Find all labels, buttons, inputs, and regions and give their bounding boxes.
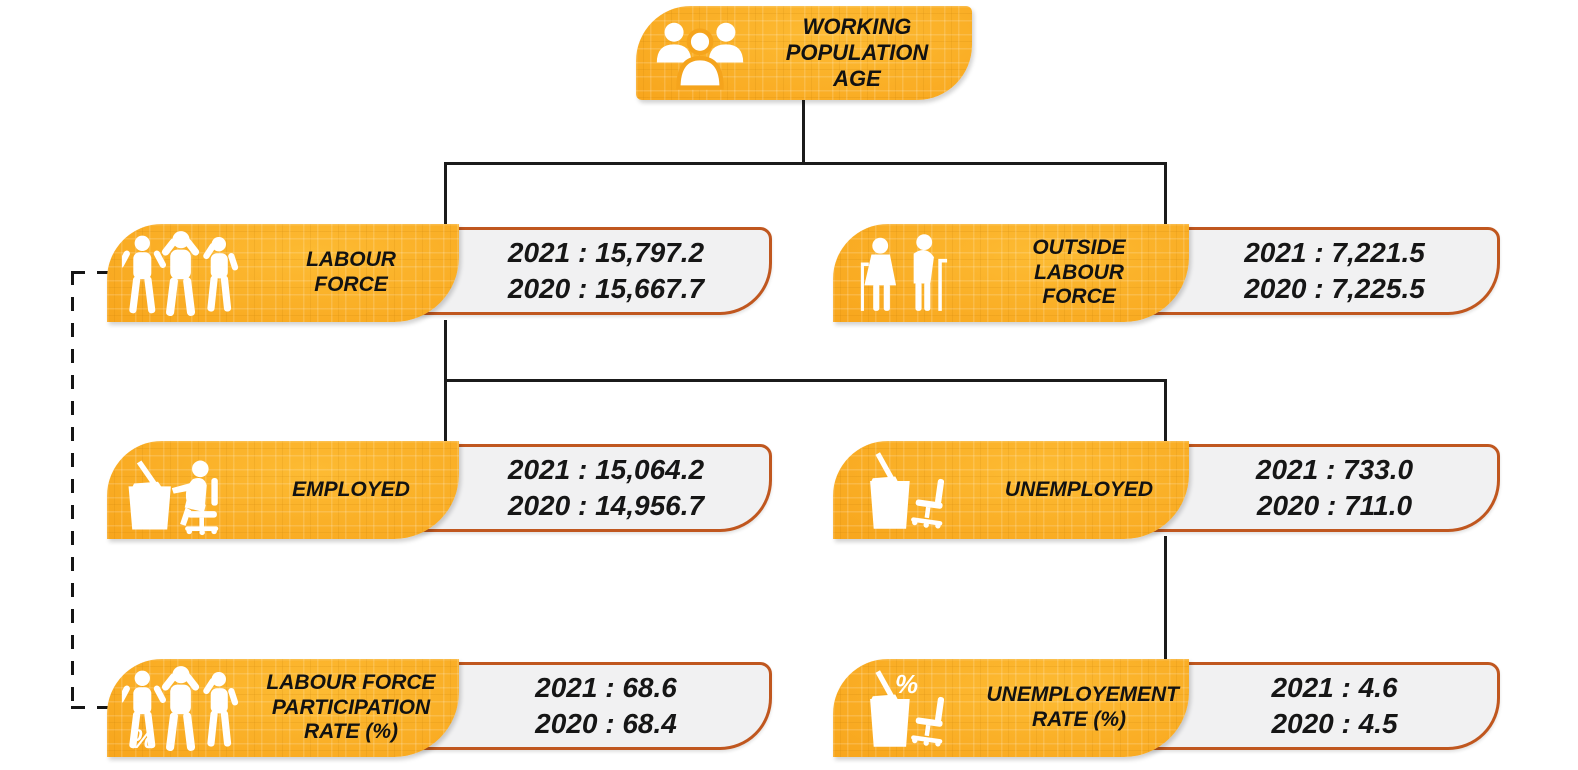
value-2021: 2021 : 4.6 [1271, 671, 1398, 703]
people-standing-icon [107, 228, 255, 318]
node-working-population-age: WORKING POPULATION AGE [636, 6, 972, 100]
value-2021: 2021 : 733.0 [1255, 453, 1414, 485]
label-badge: LABOUR FORCE [107, 224, 459, 322]
value-2020: 2020 : 711.0 [1256, 490, 1413, 521]
value-2021: 2021 : 15,064.2 [507, 453, 705, 485]
node-unemployed: 2021 : 733.0 2020 : 711.0 [833, 441, 1500, 539]
dashed-connector-top [71, 271, 113, 274]
node-label: UNEMPLOYED [1004, 477, 1154, 501]
value-2020: 2020 : 4.5 [1271, 708, 1398, 739]
person-at-desk-icon [107, 444, 255, 536]
node-label: LABOUR FORCE PARTICIPATION RATE (%) [266, 670, 436, 744]
value-2021: 2021 : 68.6 [535, 671, 677, 703]
connector-level2-right-drop [1164, 379, 1167, 443]
label-badge: % [107, 659, 459, 757]
connector-level1-bar [444, 162, 1167, 165]
node-label: UNEMPLOYEMENT RATE (%) [986, 683, 1180, 731]
value-2021: 2021 : 15,797.2 [507, 236, 705, 268]
node-unemployment-rate: 2021 : 4.6 2020 : 4.5 % [833, 659, 1500, 757]
empty-desk-icon [833, 663, 981, 753]
dashed-connector-bottom [71, 706, 116, 709]
people-group-icon [636, 15, 764, 91]
node-label: WORKING POPULATION AGE [785, 14, 929, 91]
connector-level1-right-drop [1164, 162, 1167, 226]
connector-level1-left-drop [444, 162, 447, 226]
node-outside-labour-force: 2021 : 7,221.5 2020 : 7,225.5 [833, 224, 1500, 322]
node-labour-force: 2021 : 15,797.2 2020 : 15,667.7 [107, 224, 772, 322]
node-label: OUTSIDE LABOUR FORCE [1032, 235, 1126, 309]
node-label: LABOUR FORCE [306, 248, 396, 296]
label-badge: UNEMPLOYED [833, 441, 1189, 539]
connector-labourforce-drop [444, 320, 447, 382]
connector-unemployed-drop [1164, 536, 1167, 661]
node-employed: 2021 : 15,064.2 2020 : 14,956.7 [107, 441, 772, 539]
value-2020: 2020 : 68.4 [535, 708, 677, 739]
connector-level2-bar [444, 379, 1167, 382]
connector-root-drop [802, 98, 805, 165]
value-2021: 2021 : 7,221.5 [1244, 236, 1425, 268]
label-badge: OUTSIDE LABOUR FORCE [833, 224, 1189, 322]
value-2020: 2020 : 14,956.7 [507, 490, 705, 521]
connector-level2-left-drop [444, 379, 447, 443]
percent-icon: % [895, 669, 919, 699]
node-label: EMPLOYED [292, 477, 410, 501]
value-2020: 2020 : 7,225.5 [1244, 273, 1425, 304]
elderly-couple-icon [833, 229, 981, 317]
empty-desk-icon [833, 445, 981, 535]
label-badge: % UNEMPLOYEMENT RATE (%) [833, 659, 1189, 757]
value-2020: 2020 : 15,667.7 [507, 273, 705, 304]
dashed-connector-vertical [71, 271, 74, 709]
label-badge: EMPLOYED [107, 441, 459, 539]
people-standing-icon [107, 663, 255, 753]
percent-icon: % [131, 724, 156, 754]
node-labour-force-participation-rate: 2021 : 68.6 2020 : 68.4 % [107, 659, 772, 757]
